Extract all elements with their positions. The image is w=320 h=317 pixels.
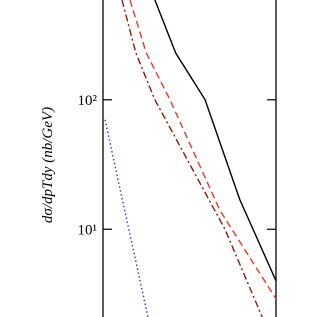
y-tick-label: 10²	[78, 93, 98, 109]
curve	[104, 119, 149, 317]
y-tick-label: 10¹	[78, 222, 98, 238]
curve	[129, 0, 277, 300]
curve	[154, 0, 277, 282]
y-axis-label: dσ/dpTdy (nb/GeV)	[40, 107, 56, 223]
curve	[121, 0, 263, 317]
